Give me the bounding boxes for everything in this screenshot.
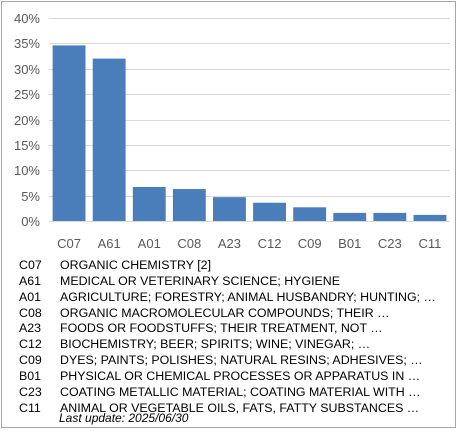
legend: C07 ORGANIC CHEMISTRY [2] A61 MEDICAL OR V…: [19, 258, 449, 416]
y-tick-label: 35%: [14, 36, 40, 51]
legend-code: C11: [19, 400, 41, 415]
legend-description: ORGANIC MACROMOLECULAR COMPOUNDS; THEIR …: [60, 305, 390, 320]
bar: [132, 186, 166, 221]
legend-item: A01 AGRICULTURE; FORESTRY; ANIMAL HUSBAND…: [19, 290, 449, 306]
legend-item: C09 DYES; PAINTS; POLISHES; NATURAL RESIN…: [19, 353, 449, 369]
legend-code: C23: [19, 384, 42, 399]
x-tick-label: C12: [258, 236, 282, 251]
bar: [333, 212, 367, 221]
bar-chart: 0% 5% 10% 15% 20% 25% 30% 35% 40% C07 A61 A01 C08 A23…: [14, 11, 450, 251]
legend-description: FOODS OR FOODSTUFFS; THEIR TREATMENT, NO…: [60, 321, 383, 336]
legend-code: A61: [19, 273, 42, 288]
bar: [172, 189, 206, 221]
legend-description: BIOCHEMISTRY; BEER; SPIRITS; WINE; VINEG…: [60, 337, 371, 352]
x-tick-label: C09: [298, 236, 322, 251]
legend-item: C07 ORGANIC CHEMISTRY [2]: [19, 258, 449, 274]
legend-item: A61 MEDICAL OR VETERINARY SCIENCE; HYGIEN…: [19, 274, 449, 290]
bar: [293, 207, 327, 221]
legend-item: A23 FOODS OR FOODSTUFFS; THEIR TREATMENT,…: [19, 321, 449, 337]
legend-code: C09: [19, 353, 42, 368]
legend-description: MEDICAL OR VETERINARY SCIENCE; HYGIENE: [60, 273, 340, 288]
legend-description: AGRICULTURE; FORESTRY; ANIMAL HUSBANDRY;…: [60, 289, 436, 304]
legend-item: C11 ANIMAL OR VEGETABLE OILS, FATS, FATTY…: [19, 401, 449, 417]
x-tick-label: A61: [98, 236, 121, 251]
x-tick-label: C07: [57, 236, 81, 251]
x-tick-label: A23: [218, 236, 241, 251]
bar: [413, 214, 447, 221]
y-tick-label: 10%: [14, 163, 40, 178]
x-tick-label: B01: [338, 236, 361, 251]
legend-description: ANIMAL OR VEGETABLE OILS, FATS, FATTY SU…: [60, 400, 420, 415]
y-tick-label: 5%: [21, 189, 40, 204]
bar: [253, 202, 286, 221]
legend-code: C12: [19, 337, 42, 352]
bar: [373, 212, 407, 221]
y-tick-label: 30%: [14, 62, 40, 77]
legend-item: B01 PHYSICAL OR CHEMICAL PROCESSES OR APP…: [19, 369, 449, 385]
x-tick-label: C11: [419, 236, 442, 251]
legend-code: A01: [19, 289, 42, 304]
legend-item: C23 COATING METALLIC MATERIAL; COATING MA…: [19, 385, 449, 401]
bar: [92, 58, 126, 221]
legend-item: C08 ORGANIC MACROMOLECULAR COMPOUNDS; THE…: [19, 306, 449, 322]
legend-description: COATING METALLIC MATERIAL; COATING MATER…: [60, 384, 421, 399]
bar: [52, 45, 86, 221]
legend-code: B01: [19, 368, 42, 383]
legend-description: PHYSICAL OR CHEMICAL PROCESSES OR APPARA…: [60, 368, 421, 383]
legend-item: C12 BIOCHEMISTRY; BEER; SPIRITS; WINE; VI…: [19, 337, 449, 353]
y-tick-label: 20%: [14, 113, 40, 128]
legend-description: ORGANIC CHEMISTRY [2]: [60, 258, 212, 272]
x-tick-label: C23: [378, 236, 402, 251]
legend-description: DYES; PAINTS; POLISHES; NATURAL RESINS; …: [60, 353, 423, 368]
legend-code: C08: [19, 305, 42, 320]
y-tick-label: 40%: [14, 11, 40, 26]
legend-code: A23: [19, 321, 42, 336]
last-update-text: Last update: 2025/06/30: [59, 411, 189, 425]
legend-code: C07: [19, 258, 42, 272]
y-tick-label: 25%: [14, 87, 40, 102]
y-tick-label: 15%: [14, 138, 40, 153]
y-tick-label: 0%: [21, 214, 40, 229]
x-tick-label: C08: [177, 236, 201, 251]
bar: [213, 197, 246, 221]
x-tick-label: A01: [138, 236, 161, 251]
